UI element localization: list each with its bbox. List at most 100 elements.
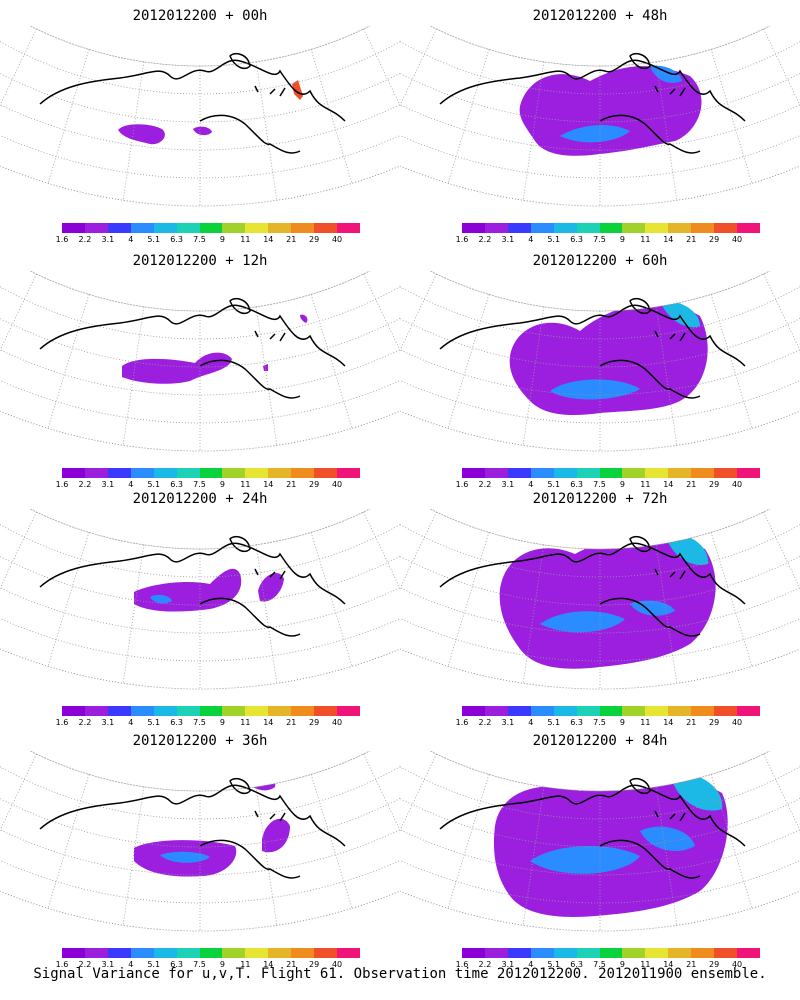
colorbar-tick-label: 3.1: [101, 235, 115, 244]
colorbar-swatch: [62, 706, 85, 716]
colorbar-tick-label: 21: [286, 235, 297, 244]
colorbar: [462, 706, 760, 716]
colorbar-swatch: [84, 468, 108, 478]
colorbar-swatch: [553, 468, 577, 478]
colorbar-swatch: [714, 706, 738, 716]
colorbar-swatch: [199, 223, 223, 233]
colorbar-swatch: [576, 706, 600, 716]
colorbar-tick-label: 9: [219, 480, 225, 489]
panel-36h: 2012012200 + 36h 1.6 2.2 3.1 4 5.1 6.3 7.5 9 11 1…: [0, 725, 400, 969]
colorbar-swatch: [599, 223, 623, 233]
colorbar-swatch: [737, 468, 760, 478]
variance-contour: [160, 851, 210, 863]
colorbar-tick-label: 2.2: [478, 718, 492, 727]
polar-map: [400, 271, 800, 452]
colorbar-swatch: [222, 468, 246, 478]
colorbar-tick-label: 6.3: [570, 960, 583, 969]
variance-contour: [258, 572, 284, 602]
colorbar-swatch: [530, 223, 554, 233]
figure-caption: Signal Variance for u,v,T. Flight 61. Ob…: [33, 966, 767, 982]
polar-map: [400, 26, 800, 207]
colorbar-tick-label: 7.5: [593, 718, 606, 727]
colorbar-tick-label: 1.6: [55, 235, 69, 244]
variance-contour: [122, 352, 232, 384]
colorbar-tick-label: 5.1: [547, 480, 561, 489]
map-field: [493, 772, 728, 917]
colorbar-swatch: [84, 223, 108, 233]
colorbar-tick-label: 6.3: [170, 960, 183, 969]
colorbar-labels: 1.6 2.2 3.1 4 5.1 6.3 7.5 9 11 14 21 29 40: [56, 235, 360, 245]
colorbar-swatch: [176, 948, 200, 958]
colorbar-tick-label: 1.6: [55, 480, 69, 489]
colorbar-tick-label: 7.5: [193, 718, 206, 727]
colorbar-swatch: [107, 223, 131, 233]
colorbar-swatch: [245, 223, 269, 233]
colorbar-tick-label: 29: [309, 480, 320, 489]
colorbar-tick-label: 29: [309, 960, 320, 969]
variance-contour: [640, 826, 695, 851]
colorbar-swatch: [291, 468, 315, 478]
colorbar-tick-label: 2.2: [78, 718, 92, 727]
colorbar-swatch: [222, 223, 246, 233]
colorbar-swatch: [553, 706, 577, 716]
panel-title: 2012012200 + 12h: [132, 253, 268, 269]
colorbar-swatch: [199, 948, 223, 958]
colorbar-swatch: [691, 948, 715, 958]
map-field: [499, 533, 716, 669]
colorbar-tick-label: 9: [619, 235, 625, 244]
colorbar-swatch: [484, 948, 508, 958]
colorbar-tick-label: 40: [331, 960, 343, 969]
colorbar-tick-label: 5.1: [147, 718, 161, 727]
colorbar-tick-label: 40: [731, 235, 743, 244]
coastline: [439, 536, 746, 637]
colorbar-swatch: [462, 706, 485, 716]
colorbar: [62, 706, 360, 716]
colorbar-swatch: [645, 948, 669, 958]
colorbar-swatch: [153, 468, 177, 478]
variance-contour: [150, 594, 172, 604]
panel-12h: 2012012200 + 12h 1.6 2.2 3.1 4 5.1 6.3 7.5 9 11 1…: [0, 245, 400, 489]
colorbar-tick-label: 1.6: [455, 960, 469, 969]
colorbar-tick-label: 4: [528, 480, 534, 489]
colorbar-swatch: [199, 468, 223, 478]
colorbar-tick-label: 14: [263, 718, 274, 727]
colorbar-labels: 1.6 2.2 3.1 4 5.1 6.3 7.5 9 11 14 21 29 40: [56, 718, 360, 728]
colorbar-tick-label: 2.2: [78, 235, 92, 244]
coastline: [39, 53, 346, 154]
map-field: [122, 314, 308, 384]
colorbar-tick-label: 40: [731, 480, 743, 489]
colorbar-tick-label: 4: [128, 718, 134, 727]
colorbar-swatch: [337, 468, 360, 478]
colorbar-tick-label: 7.5: [593, 480, 606, 489]
colorbar-swatch: [130, 706, 154, 716]
colorbar-swatch: [668, 223, 692, 233]
colorbar-tick-label: 14: [663, 480, 674, 489]
colorbar-tick-label: 2.2: [478, 960, 492, 969]
variance-contour: [499, 536, 716, 669]
colorbar-tick-label: 2.2: [78, 480, 92, 489]
colorbar-tick-label: 7.5: [193, 480, 206, 489]
colorbar-swatch: [484, 468, 508, 478]
colorbar-tick-label: 3.1: [101, 960, 115, 969]
colorbar-tick-label: 1.6: [55, 718, 69, 727]
colorbar-tick-label: 5.1: [547, 718, 561, 727]
panel-title: 2012012200 + 24h: [132, 491, 268, 507]
colorbar-swatch: [737, 706, 760, 716]
colorbar-tick-label: 7.5: [193, 960, 206, 969]
colorbar-tick-label: 3.1: [501, 480, 515, 489]
coastline: [439, 53, 746, 154]
colorbar: [462, 948, 760, 958]
colorbar-swatch: [576, 468, 600, 478]
colorbar-tick-label: 9: [219, 235, 225, 244]
colorbar-tick-label: 11: [640, 235, 651, 244]
colorbar-swatch: [622, 706, 646, 716]
colorbar-tick-label: 11: [240, 480, 251, 489]
panel-60h: 2012012200 + 60h 1.6 2.2 3.1 4 5.1 6.3 7.5 9 11 1…: [400, 245, 800, 489]
colorbar-swatch: [314, 948, 338, 958]
colorbar-swatch: [314, 223, 338, 233]
colorbar-labels: 1.6 2.2 3.1 4 5.1 6.3 7.5 9 11 14 21 29 40: [456, 718, 760, 728]
colorbar-tick-label: 4: [128, 480, 134, 489]
polar-map: [0, 751, 400, 932]
colorbar-swatch: [714, 223, 738, 233]
variance-contour: [530, 845, 640, 874]
